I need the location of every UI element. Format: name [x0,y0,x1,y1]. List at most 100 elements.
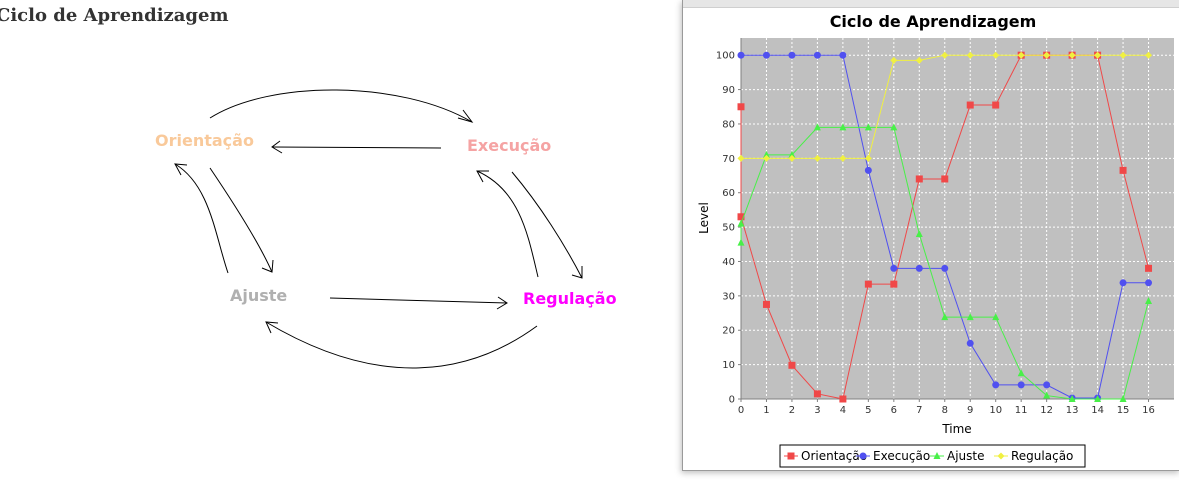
data-point [762,300,770,308]
data-point [762,154,770,162]
data-point [941,313,949,321]
data-point [992,381,1000,389]
data-point [890,123,898,131]
x-tick-label: 10 [989,405,1002,416]
edge-orientacao-ajuste-head [261,259,274,273]
edge-ajuste-regulacao [329,297,508,304]
data-point [992,313,1000,321]
data-point [1145,297,1153,305]
data-point [1017,381,1025,389]
data-point [788,361,796,369]
y-tick-label: 80 [722,119,735,130]
data-point [1119,51,1127,59]
x-tick-label: 1 [763,405,769,416]
window-top-strip [683,0,1179,8]
data-point [737,103,745,111]
x-tick-label: 7 [916,405,922,416]
chart-title: Ciclo de Aprendizagem [830,12,1037,31]
x-tick-label: 3 [814,405,820,416]
data-point [890,264,898,272]
series-2 [737,123,1153,402]
data-point [915,175,923,183]
data-point [890,280,898,288]
data-point [966,339,974,347]
x-tick-label: 8 [942,405,948,416]
y-tick-label: 20 [722,326,735,337]
x-tick-label: 11 [1015,405,1028,416]
x-tick-label: 2 [789,405,795,416]
data-point [864,123,872,131]
x-tick-label: 15 [1117,405,1130,416]
data-point [839,123,847,131]
data-point [813,390,821,398]
data-point [737,238,745,246]
data-point [966,51,974,59]
edge-regulacao-execucao [476,170,539,278]
x-axis-label: Time [941,422,971,436]
y-tick-label: 40 [722,257,735,268]
data-point [941,264,949,272]
data-point [966,313,974,321]
data-point [737,51,745,59]
edge-ajuste-orientacao [174,163,229,274]
data-point [788,51,796,59]
data-point [737,213,745,221]
line-chart: Ciclo de Aprendizagem 010203040506070809… [697,12,1174,468]
edge-execucao-regulacao-head [571,266,583,279]
data-point [1094,51,1102,59]
x-tick-label: 5 [865,405,871,416]
y-tick-label: 0 [729,395,735,406]
legend-label: Ajuste [947,449,985,463]
data-point [941,175,949,183]
data-point [762,51,770,59]
x-tick-label: 9 [967,405,973,416]
edge-orientacao-ajuste [209,167,273,273]
data-point [1017,369,1025,377]
legend-marker [787,452,795,460]
data-point [737,219,745,227]
edge-orientacao-execucao [209,89,473,123]
y-tick-label: 60 [722,188,735,199]
data-point [737,154,745,162]
legend-marker [997,452,1005,460]
data-point [788,150,796,158]
plot-area [741,38,1174,399]
data-point [1043,51,1051,59]
data-point [813,123,821,131]
edge-regulacao-ajuste-head [265,321,279,334]
data-point [864,154,872,162]
data-point [1145,279,1153,287]
y-tick-label: 90 [722,85,735,96]
data-point [1145,51,1153,59]
data-point [864,280,872,288]
data-point [915,56,923,64]
chart-window: Ciclo de Aprendizagem 0 10 20 30 40 50 60 70 80 9… [682,0,1179,471]
legend-label: Regulação [1011,449,1073,463]
data-point [1017,51,1025,59]
page-title: Ciclo de Aprendizagem [0,5,229,26]
data-point [915,264,923,272]
data-point [1119,279,1127,287]
data-point [915,229,923,237]
data-point [992,101,1000,109]
data-point [992,51,1000,59]
data-point [813,51,821,59]
edge-regulacao-execucao-head [476,170,489,183]
data-point [1043,381,1051,389]
legend-marker [859,452,867,460]
node-execucao: Execução [467,136,551,155]
edge-ajuste-orientacao-head [174,163,188,176]
y-tick-label: 50 [722,223,735,234]
data-point [1145,264,1153,272]
data-point [1043,391,1051,399]
x-tick-label: 6 [891,405,897,416]
data-point [762,150,770,158]
edge-execucao-orientacao-head [271,140,283,154]
y-tick-label: 10 [722,360,735,371]
y-tick-label: 70 [722,154,735,165]
legend-label: Orientação [801,449,867,463]
data-point [788,154,796,162]
series-1 [737,51,1153,402]
data-point [890,56,898,64]
edge-ajuste-regulacao-head [496,296,508,310]
